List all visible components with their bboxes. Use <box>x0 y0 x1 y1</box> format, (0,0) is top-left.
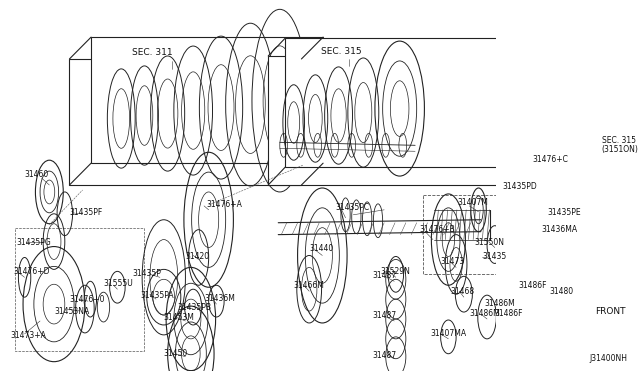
Text: 31440: 31440 <box>309 244 333 253</box>
Text: 31435PB: 31435PB <box>178 303 212 312</box>
Text: 31473: 31473 <box>441 257 465 266</box>
Text: 31476+D: 31476+D <box>13 267 49 276</box>
Text: 31476+C: 31476+C <box>532 155 568 164</box>
Text: 31480: 31480 <box>549 287 573 296</box>
Text: 31476+A: 31476+A <box>206 200 242 209</box>
Text: 31486F: 31486F <box>518 281 547 290</box>
Polygon shape <box>91 37 323 163</box>
Text: 31453M: 31453M <box>164 313 195 322</box>
Text: 31420: 31420 <box>186 251 209 260</box>
Text: 31435PE: 31435PE <box>547 208 581 217</box>
Text: 31487: 31487 <box>372 351 397 360</box>
Text: 31435: 31435 <box>483 251 507 260</box>
Text: 31407MA: 31407MA <box>431 329 467 338</box>
Text: 31487: 31487 <box>372 271 397 280</box>
Text: 31476+0: 31476+0 <box>70 295 105 304</box>
Text: 31436MA: 31436MA <box>541 225 577 234</box>
Text: 31453NA: 31453NA <box>54 307 89 316</box>
Text: SEC. 315: SEC. 315 <box>602 137 636 145</box>
Text: 31486M: 31486M <box>484 299 515 308</box>
Text: J31400NH: J31400NH <box>589 354 627 363</box>
Text: 31450: 31450 <box>164 349 188 358</box>
Text: 31407M: 31407M <box>458 198 488 207</box>
Text: (3151ON): (3151ON) <box>602 145 638 154</box>
Polygon shape <box>268 56 500 185</box>
Text: 31436M: 31436M <box>204 294 235 303</box>
Text: 31466M: 31466M <box>294 281 324 290</box>
Text: 31435PD: 31435PD <box>502 182 537 191</box>
Text: 31486F: 31486F <box>495 309 524 318</box>
Text: 31435PA: 31435PA <box>141 291 174 300</box>
Text: SEC. 311: SEC. 311 <box>132 48 173 57</box>
Text: 31460: 31460 <box>24 170 49 179</box>
Text: 31435PG: 31435PG <box>17 238 52 247</box>
Text: 31435PF: 31435PF <box>70 208 102 217</box>
Text: 31550N: 31550N <box>475 238 505 247</box>
Polygon shape <box>70 59 301 185</box>
Text: 31435PC: 31435PC <box>335 203 370 212</box>
Text: SEC. 315: SEC. 315 <box>321 47 362 56</box>
Polygon shape <box>423 195 497 274</box>
Text: 31555U: 31555U <box>104 279 133 288</box>
Text: 31486M: 31486M <box>469 309 500 318</box>
Text: 31529N: 31529N <box>380 267 410 276</box>
Text: 31435P: 31435P <box>133 269 162 278</box>
Text: 31473+A: 31473+A <box>11 331 47 340</box>
Text: 31476+B: 31476+B <box>419 225 455 234</box>
Text: 31468: 31468 <box>450 287 474 296</box>
Polygon shape <box>15 228 145 351</box>
Text: FRONT: FRONT <box>595 307 626 316</box>
Polygon shape <box>285 38 517 167</box>
Text: 31487: 31487 <box>372 311 397 320</box>
